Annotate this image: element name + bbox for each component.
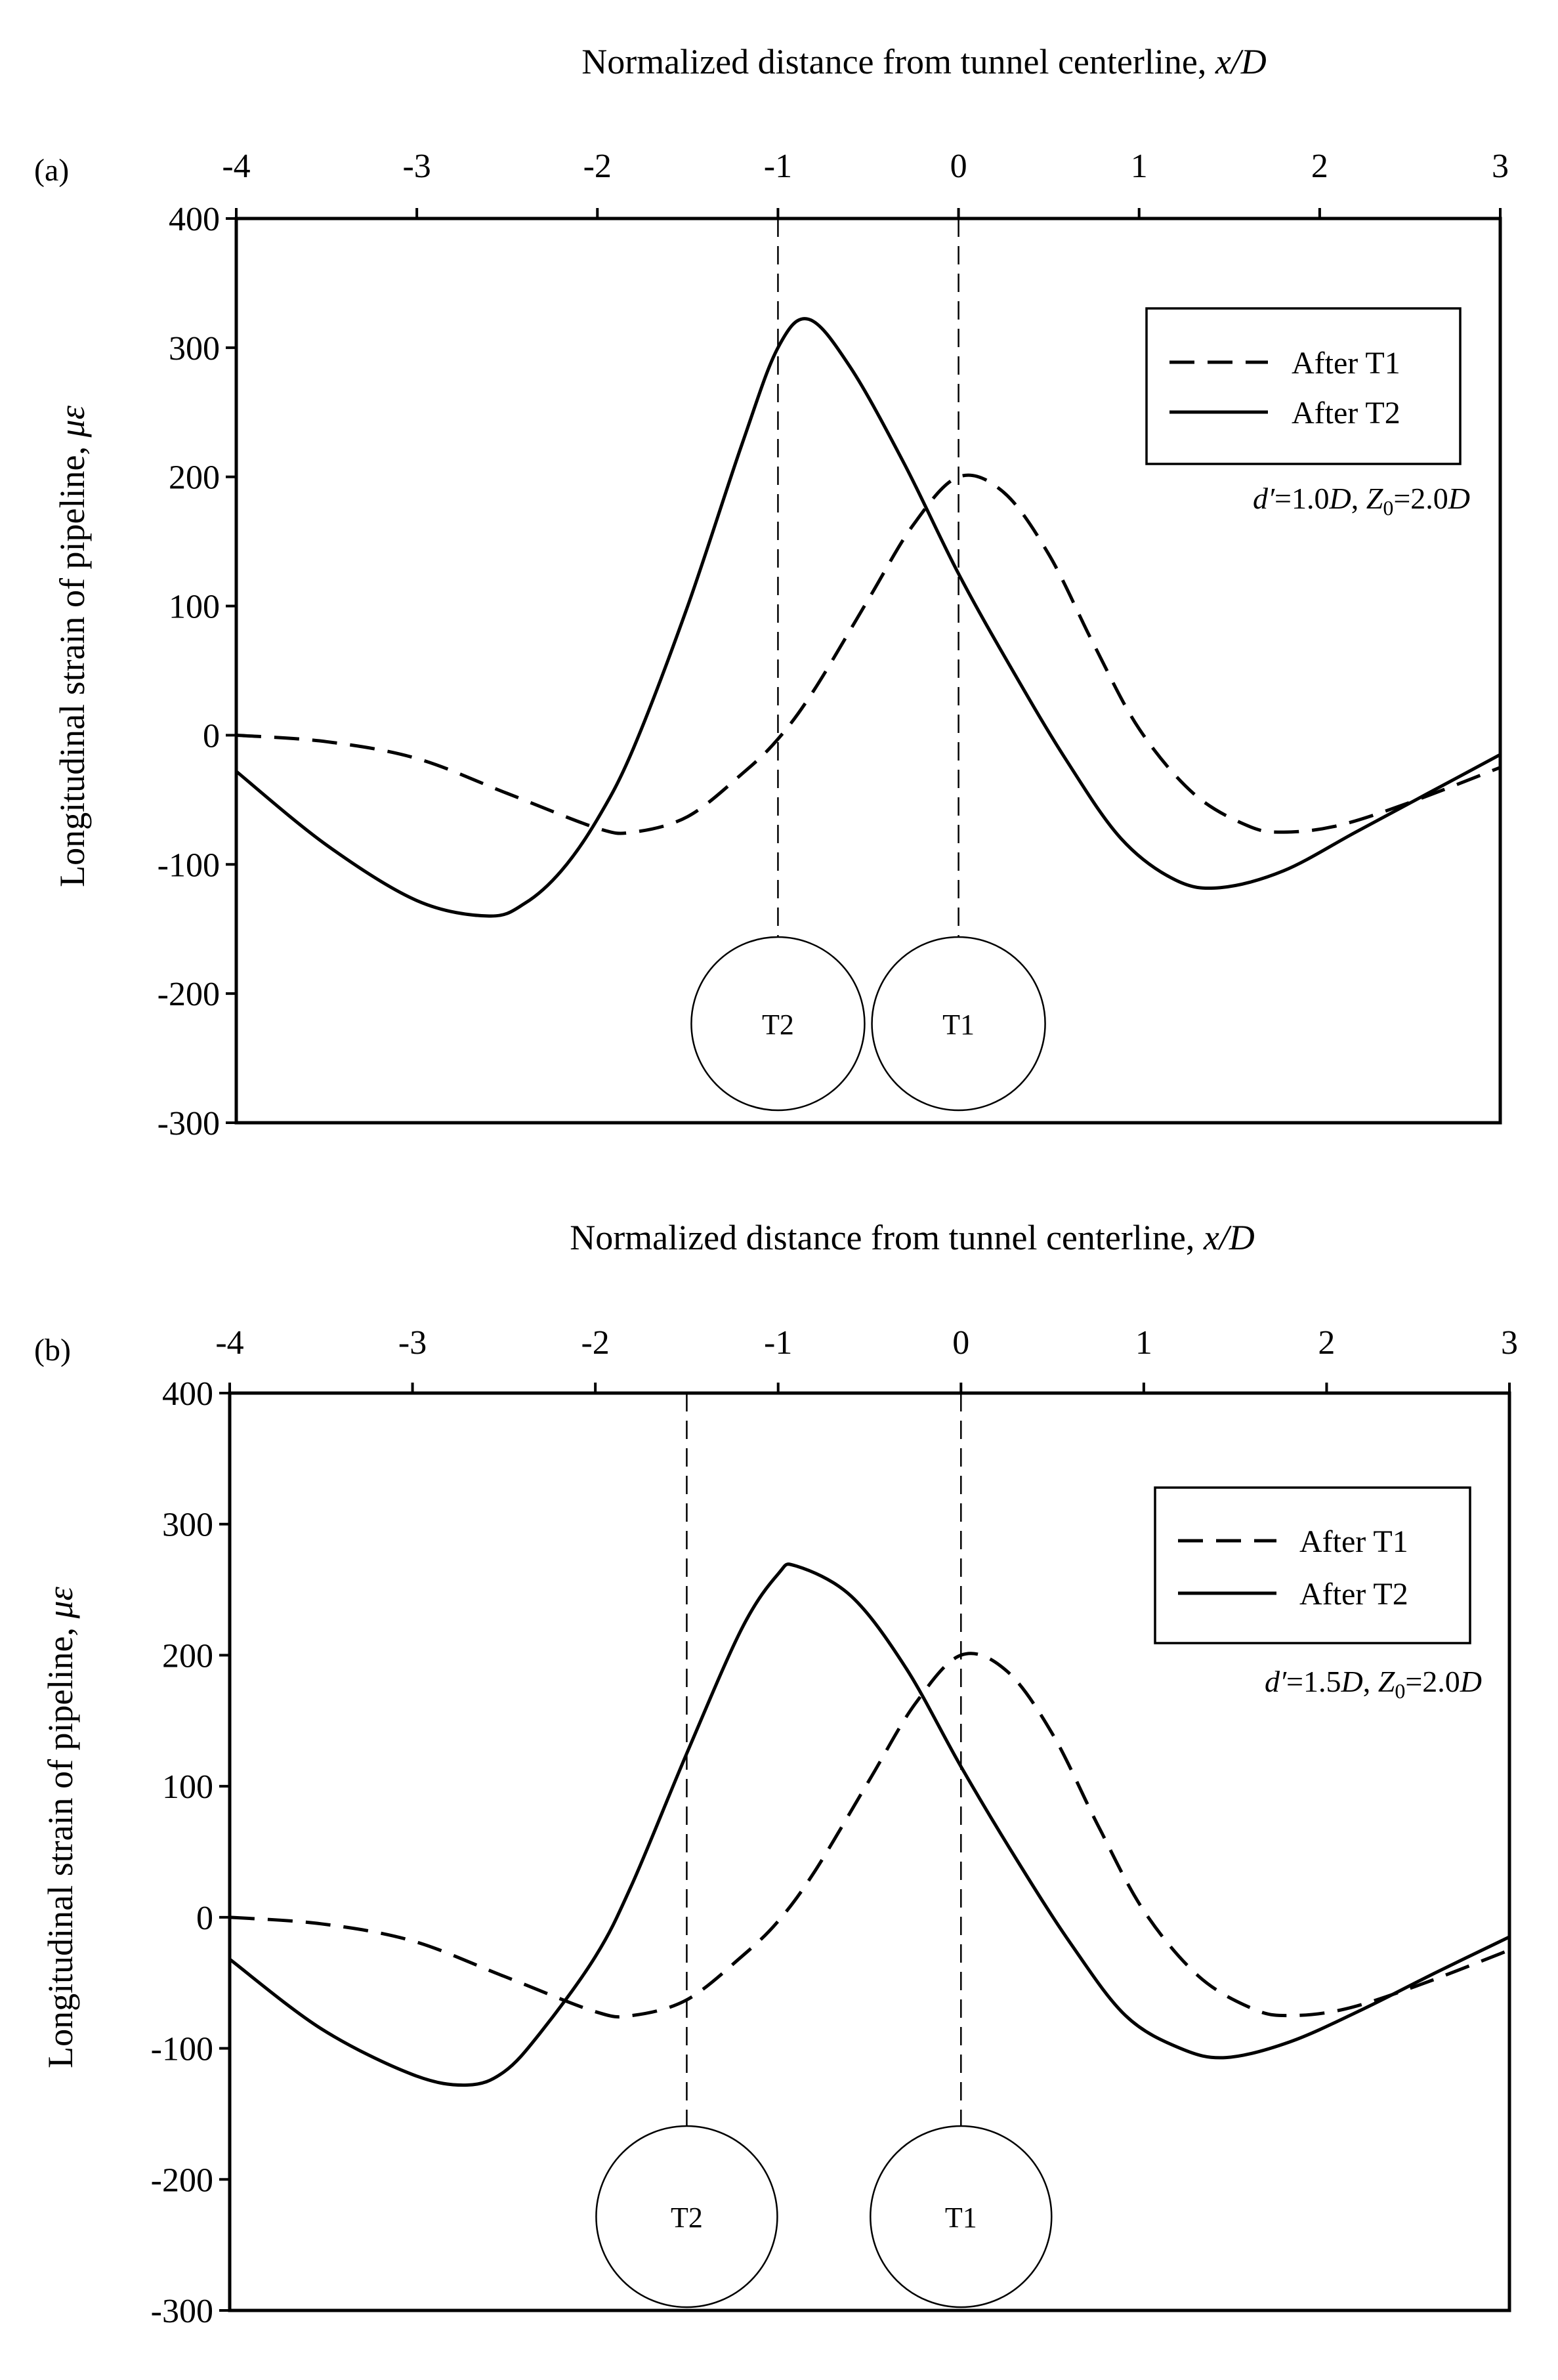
x-tick-label: -3 (402, 148, 431, 185)
series-line-after-t2 (228, 1562, 1511, 2087)
y-tick-label: 200 (162, 1637, 213, 1675)
y-tick-label: 100 (162, 1768, 213, 1806)
y-tick-label: 400 (162, 1375, 213, 1413)
x-axis-title: Normalized distance from tunnel centerli… (570, 1218, 1255, 1257)
x-tick-label: -1 (764, 148, 792, 185)
x-tick-label: -4 (215, 1324, 243, 1362)
y-tick-label: 300 (169, 330, 220, 367)
series-line-after-t1 (229, 1652, 1510, 2019)
tunnel-label-t2: T2 (671, 2202, 703, 2234)
legend-box (1154, 1486, 1471, 1644)
x-tick-label: -2 (581, 1324, 609, 1362)
tunnels: T2 T1 (690, 936, 1046, 1112)
y-tick-label: -200 (151, 2161, 213, 2199)
x-tick-label: 3 (1492, 148, 1509, 185)
tunnel-label-t2: T2 (762, 1009, 794, 1041)
y-tick-label: 0 (203, 717, 220, 755)
plot-frame (228, 1391, 1511, 2312)
legend-box (1145, 307, 1462, 465)
tunnel-guides (777, 219, 959, 937)
y-axis-title: Longitudinal strain of pipeline, με (41, 1586, 80, 2068)
y-tick-label: -100 (151, 2031, 213, 2068)
y-tick-label: 300 (162, 1507, 213, 1544)
y-tick-label: -200 (158, 976, 220, 1013)
y-tick-label: -300 (151, 2293, 213, 2330)
panel-a: Normalized distance from tunnel centerli… (34, 42, 1509, 1142)
x-tick-label: 1 (1135, 1324, 1152, 1362)
panel-label: (a) (34, 153, 69, 188)
tunnel-guides (686, 1393, 962, 2126)
x-tick-label: -1 (764, 1324, 792, 1362)
y-tick-label: 0 (196, 1900, 213, 1937)
legend-label-after-t1: After T1 (1292, 346, 1400, 381)
x-ticks: -4 -3 -2 -1 0 1 2 3 (215, 1324, 1518, 1393)
series-line-after-t1 (236, 473, 1501, 835)
legend: After T1 After T2 (1145, 307, 1462, 465)
x-tick-label: -3 (398, 1324, 427, 1362)
series-line-after-t2 (235, 317, 1502, 918)
y-axis-title: Longitudinal strain of pipeline, με (53, 405, 92, 887)
x-tick-label: 0 (950, 148, 967, 185)
parameter-annotation: d′=1.5D, Z0=2.0D (1265, 1665, 1482, 1703)
y-tick-label: -100 (158, 846, 220, 884)
tunnel-label-t1: T1 (942, 1009, 975, 1041)
y-ticks: 400 300 200 100 0 -100 -200 -300 (158, 201, 236, 1142)
legend-label-after-t2: After T2 (1292, 396, 1400, 430)
legend-label-after-t2: After T2 (1299, 1577, 1408, 1612)
tunnel-circle-t1 (870, 2125, 1053, 2308)
panel-b: Normalized distance from tunnel centerli… (34, 1218, 1518, 2330)
x-tick-label: 3 (1501, 1324, 1518, 1362)
y-ticks: 400 300 200 100 0 -100 -200 -300 (151, 1375, 230, 2330)
tunnel-circle-t2 (690, 936, 866, 1112)
tunnel-label-t1: T1 (945, 2202, 977, 2234)
y-tick-label: 400 (169, 201, 220, 238)
x-tick-label: 1 (1131, 148, 1148, 185)
x-tick-label: -4 (222, 148, 250, 185)
panel-label: (b) (34, 1333, 71, 1367)
x-tick-label: -2 (583, 148, 612, 185)
x-tick-label: 2 (1318, 1324, 1335, 1362)
y-tick-label: 100 (169, 589, 220, 626)
legend: After T1 After T2 (1154, 1486, 1471, 1644)
legend-label-after-t1: After T1 (1299, 1524, 1408, 1559)
x-ticks: -4 -3 -2 -1 0 1 2 3 (222, 148, 1509, 219)
series (235, 317, 1502, 918)
series (228, 1562, 1511, 2087)
tunnel-circle-t1 (871, 936, 1046, 1112)
x-tick-label: 2 (1311, 148, 1328, 185)
tunnel-circle-t2 (595, 2125, 778, 2308)
tunnels: T2 T1 (595, 2125, 1053, 2308)
y-tick-label: 200 (169, 459, 220, 497)
parameter-annotation: d′=1.0D, Z0=2.0D (1253, 482, 1470, 520)
y-tick-label: -300 (158, 1105, 220, 1142)
x-tick-label: 0 (952, 1324, 969, 1362)
plot-frame (234, 217, 1502, 1125)
x-axis-title: Normalized distance from tunnel centerli… (581, 42, 1267, 81)
